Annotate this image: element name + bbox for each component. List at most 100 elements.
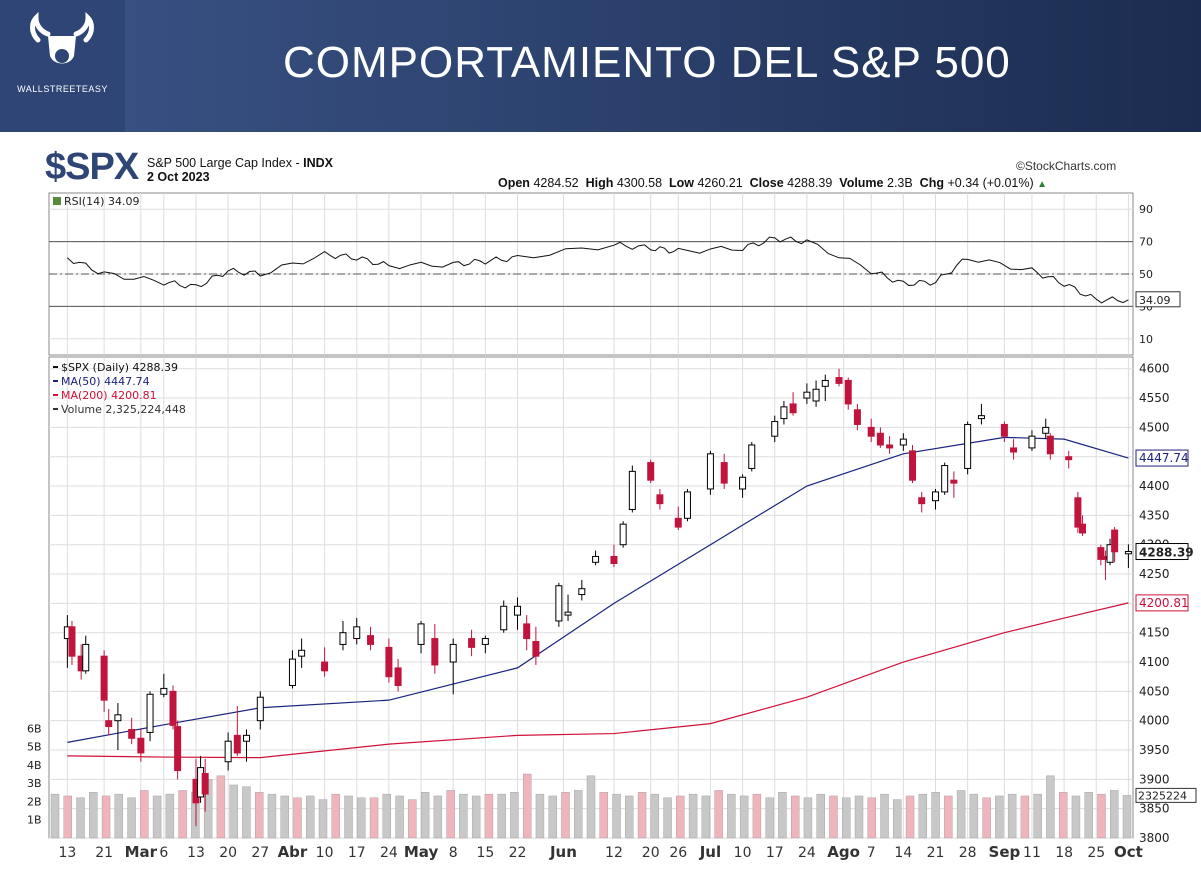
volume-bar <box>178 790 187 839</box>
price-tick-label: 4000 <box>1139 714 1170 728</box>
x-tick-label: Jul <box>699 843 721 861</box>
low-value: 4260.21 <box>697 176 743 190</box>
volume-bar <box>267 793 277 839</box>
x-tick-label: 21 <box>927 845 945 861</box>
chart-date: 2 Oct 2023 <box>147 170 210 184</box>
volume-bar <box>242 786 251 839</box>
rsi-tick-label: 10 <box>1139 333 1153 346</box>
volume-bar <box>293 797 302 839</box>
volume-bar <box>790 795 800 839</box>
volume-bar <box>165 793 175 839</box>
ma50-legend-label: MA(50) 4447.74 <box>61 375 150 388</box>
change-label: Chg <box>919 176 944 190</box>
candle-body <box>532 640 540 657</box>
rsi-legend-swatch <box>53 197 61 205</box>
x-tick-label: 10 <box>316 845 334 861</box>
candle-body <box>977 415 985 420</box>
volume-bar <box>420 792 430 839</box>
volume-bar <box>459 793 468 839</box>
x-tick-label: 22 <box>509 845 527 861</box>
x-tick-label: 7 <box>867 845 876 861</box>
candle-body <box>867 426 875 437</box>
candle-body <box>431 638 439 666</box>
candle-body <box>706 453 714 490</box>
candle-body <box>592 555 600 563</box>
index-name-text: S&P 500 Large Cap Index <box>147 156 293 170</box>
volume-bar <box>931 792 940 839</box>
x-tick-label: Oct <box>1114 843 1143 861</box>
volume-bar <box>395 795 404 839</box>
volume-bar <box>280 795 289 839</box>
candle-body <box>114 714 122 722</box>
x-tick-label: Sep <box>989 843 1021 861</box>
volume-bar <box>714 790 723 839</box>
high-value: 4300.58 <box>616 176 663 190</box>
rsi-tick-label: 50 <box>1139 268 1153 281</box>
candle-body <box>224 740 232 763</box>
ma200-last-box <box>1135 594 1189 612</box>
candle-body <box>739 476 747 490</box>
candle-body <box>1028 435 1036 449</box>
volume-bar <box>982 797 991 839</box>
candle-body <box>844 379 852 405</box>
last-close-box <box>1135 543 1189 561</box>
volume-bar <box>995 795 1004 839</box>
candle-body <box>789 403 797 414</box>
candle-body <box>523 623 531 640</box>
candle-body <box>298 649 306 657</box>
volume-bar <box>944 795 953 839</box>
candle-body <box>578 588 586 596</box>
logo[interactable]: WALLSTREETEASY <box>0 0 125 132</box>
candle-body <box>918 497 926 505</box>
candle-body <box>256 696 264 722</box>
low-label: Low <box>668 176 694 190</box>
candle-body <box>105 720 113 728</box>
banner: WALLSTREETEASY COMPORTAMIENTO DEL S&P 50… <box>0 0 1201 132</box>
volume-bar <box>867 797 876 839</box>
candle-body <box>876 432 884 446</box>
x-tick-label: Abr <box>278 843 308 861</box>
stockcharts-credit[interactable]: ©StockCharts.com <box>1016 159 1117 173</box>
candle-body <box>1074 497 1082 528</box>
candle-body <box>853 409 861 425</box>
candle-body <box>243 734 251 742</box>
volume-bar <box>369 797 379 839</box>
volume-bar <box>254 792 264 839</box>
volume-bar <box>637 792 647 839</box>
candle-body <box>100 655 108 701</box>
volume-last-value: 2325224 <box>1138 789 1187 802</box>
price-tick-label: 4400 <box>1139 479 1170 493</box>
volume-bar <box>829 795 838 839</box>
volume-legend-label: Volume 2,325,224,448 <box>61 403 186 416</box>
volume-bar <box>306 795 315 839</box>
price-tick-label: 4550 <box>1139 391 1170 405</box>
volume-bar <box>408 799 417 839</box>
volume-bar <box>89 792 98 839</box>
volume-bar <box>1020 795 1030 839</box>
volume-bar <box>1110 790 1119 839</box>
price-tick-label: 4250 <box>1139 567 1170 581</box>
candle-body <box>514 605 522 616</box>
x-tick-label: 28 <box>959 845 977 861</box>
candle-body <box>353 626 361 640</box>
volume-bar <box>676 795 685 839</box>
candle-body <box>160 687 168 695</box>
candle-body <box>619 523 627 546</box>
ma200-last-value: 4200.81 <box>1139 596 1189 610</box>
volume-bar <box>216 775 226 839</box>
volume-bar <box>956 790 966 839</box>
candle-body <box>647 462 655 481</box>
volume-bar <box>1058 792 1068 839</box>
volume-bar <box>50 793 60 839</box>
rsi-line <box>67 236 1129 304</box>
candle-body <box>1078 523 1086 534</box>
candle-body <box>367 635 375 645</box>
banner-title: COMPORTAMIENTO DEL S&P 500 <box>283 38 1011 87</box>
bull-logo-icon <box>30 11 94 64</box>
volume-bar <box>101 795 111 839</box>
volume-bar <box>701 795 711 839</box>
candle-body <box>1000 423 1008 437</box>
candle-body <box>288 658 296 686</box>
candle-body <box>720 462 728 484</box>
